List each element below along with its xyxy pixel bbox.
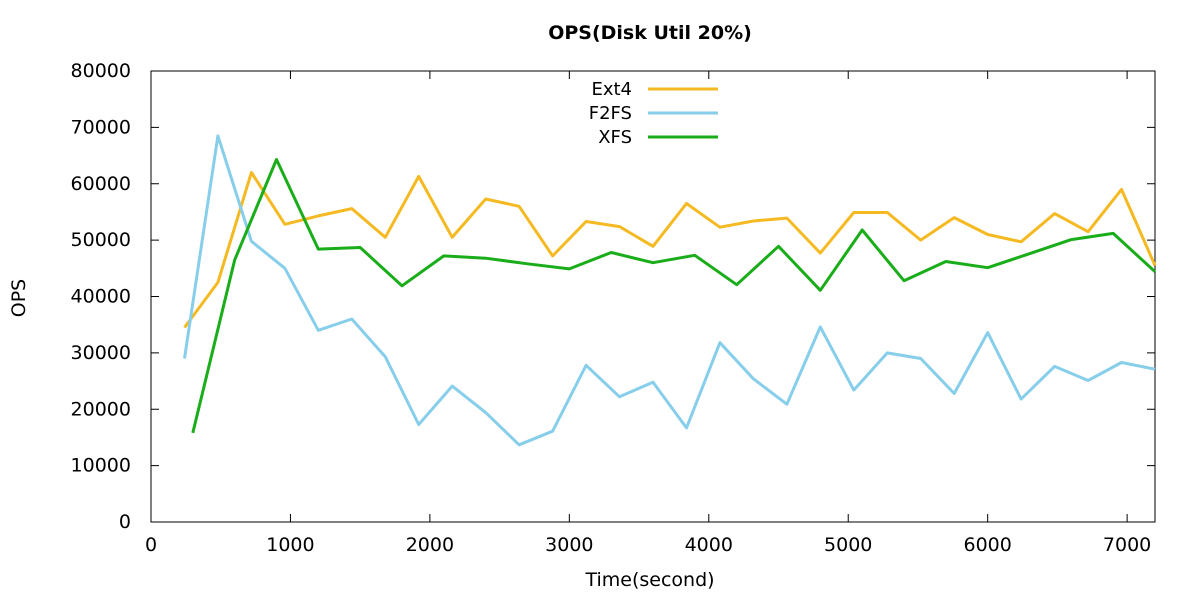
y-tick-label: 70000 xyxy=(71,116,131,138)
x-tick-label: 7000 xyxy=(1103,534,1151,556)
y-tick-label: 0 xyxy=(119,511,131,533)
x-tick-label: 1000 xyxy=(266,534,314,556)
x-tick-label: 3000 xyxy=(545,534,593,556)
x-tick-label: 2000 xyxy=(406,534,454,556)
y-tick-label: 50000 xyxy=(71,229,131,251)
y-tick-label: 80000 xyxy=(71,60,131,82)
x-tick-label: 0 xyxy=(145,534,157,556)
y-axis: 0 10000 20000 30000 40000 50000 60000 70000 8000… xyxy=(71,60,1155,533)
series-line-ext4 xyxy=(183,171,1157,329)
y-tick-label: 10000 xyxy=(71,455,131,477)
plot-frame xyxy=(150,70,1156,523)
legend: Ext4 F2FS XFS xyxy=(589,79,718,148)
y-tick-label: 60000 xyxy=(71,173,131,195)
x-tick-label: 6000 xyxy=(963,534,1011,556)
y-axis-label: OPS xyxy=(8,279,30,317)
x-axis-label: Time(second) xyxy=(584,569,714,591)
x-tick-label: 4000 xyxy=(685,534,733,556)
chart-title: OPS(Disk Util 20%) xyxy=(548,22,752,44)
legend-label-f2fs: F2FS xyxy=(589,103,632,124)
series-group xyxy=(183,134,1157,447)
x-axis: 0 1000 2000 3000 4000 5000 6000 7000 xyxy=(145,71,1151,556)
legend-label-ext4: Ext4 xyxy=(591,79,632,100)
series-line-f2fs xyxy=(183,134,1156,447)
x-tick-label: 5000 xyxy=(824,534,872,556)
y-tick-label: 20000 xyxy=(71,398,131,420)
legend-label-xfs: XFS xyxy=(598,127,632,148)
y-tick-label: 30000 xyxy=(71,342,131,364)
y-tick-label: 40000 xyxy=(71,286,131,308)
series-line-xfs xyxy=(191,158,1157,434)
